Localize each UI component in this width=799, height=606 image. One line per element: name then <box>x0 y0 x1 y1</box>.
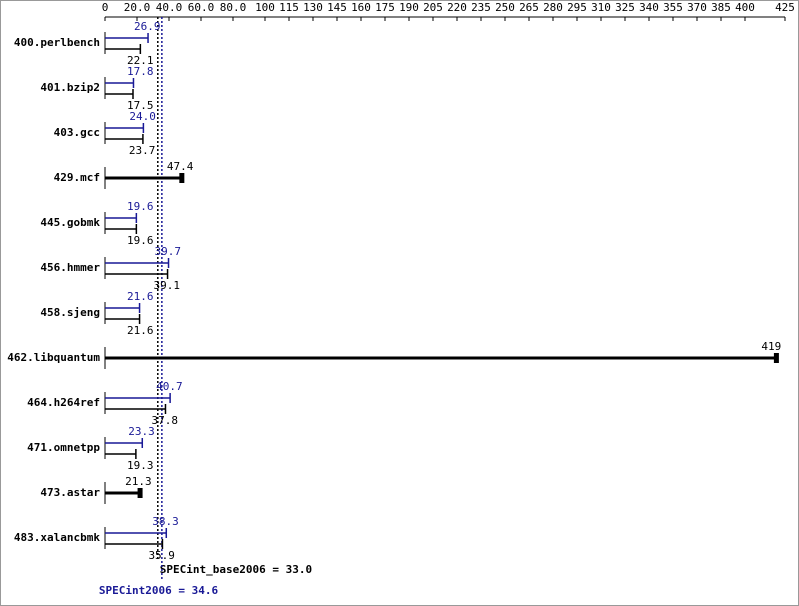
bar <box>105 314 141 324</box>
value-label: 21.6 <box>127 290 154 303</box>
x-tick-label: 100 <box>255 1 275 14</box>
category-label: 429.mcf <box>54 171 100 184</box>
x-tick-label: 80.0 <box>220 1 247 14</box>
bar <box>105 269 169 279</box>
category-label: 462.libquantum <box>7 351 100 364</box>
value-label: 19.3 <box>127 459 154 472</box>
x-tick-label: 355 <box>663 1 683 14</box>
bar <box>105 393 171 403</box>
x-tick-label: 425 <box>775 1 795 14</box>
x-tick-label: 115 <box>279 1 299 14</box>
x-tick-label: 145 <box>327 1 347 14</box>
x-tick-label: 220 <box>447 1 467 14</box>
value-label: 37.8 <box>151 414 178 427</box>
x-tick-label: 205 <box>423 1 443 14</box>
value-label: 21.6 <box>127 324 154 337</box>
bar <box>105 224 138 234</box>
x-tick-label: 40.0 <box>156 1 183 14</box>
value-label: 26.9 <box>134 20 161 33</box>
bar <box>105 404 167 414</box>
x-tick-label: 295 <box>567 1 587 14</box>
category-label: 400.perlbench <box>14 36 100 49</box>
value-label: 17.5 <box>127 99 154 112</box>
bar <box>105 258 170 268</box>
category-label: 445.gobmk <box>40 216 100 229</box>
value-label: 24.0 <box>129 110 156 123</box>
bar <box>105 449 137 459</box>
category-label: 464.h264ref <box>27 396 100 409</box>
value-label: 40.7 <box>156 380 183 393</box>
value-label: 21.3 <box>125 475 152 488</box>
x-tick-label: 340 <box>639 1 659 14</box>
x-tick-label: 190 <box>399 1 419 14</box>
x-tick-label: 385 <box>711 1 731 14</box>
x-tick-label: 310 <box>591 1 611 14</box>
bar <box>105 89 134 99</box>
value-label: 22.1 <box>127 54 154 67</box>
bar <box>105 303 141 313</box>
x-tick-label: 0 <box>102 1 109 14</box>
bar <box>105 123 145 133</box>
bar <box>105 488 143 498</box>
bar <box>105 78 135 88</box>
bar <box>105 33 149 43</box>
value-label: 19.6 <box>127 234 154 247</box>
bar <box>105 44 142 54</box>
category-label: 473.astar <box>40 486 100 499</box>
x-tick-label: 325 <box>615 1 635 14</box>
x-tick-label: 130 <box>303 1 323 14</box>
category-label: 401.bzip2 <box>40 81 100 94</box>
bar <box>105 213 138 223</box>
value-label: 23.3 <box>128 425 155 438</box>
category-label: 483.xalancbmk <box>14 531 100 544</box>
category-label: 456.hmmer <box>40 261 100 274</box>
x-tick-label: 60.0 <box>188 1 215 14</box>
x-tick-label: 160 <box>351 1 371 14</box>
bar <box>105 528 168 538</box>
bar <box>105 134 144 144</box>
value-label: 23.7 <box>129 144 156 157</box>
x-tick-label: 265 <box>519 1 539 14</box>
value-label: 39.1 <box>154 279 181 292</box>
x-tick-label: 20.0 <box>124 1 151 14</box>
reference-label: SPECint_base2006 = 33.0 <box>160 563 312 576</box>
value-label: 419 <box>761 340 781 353</box>
x-tick-label: 250 <box>495 1 515 14</box>
bar <box>105 353 779 363</box>
category-label: 458.sjeng <box>40 306 100 319</box>
value-label: 35.9 <box>148 549 175 562</box>
x-tick-label: 235 <box>471 1 491 14</box>
value-label: 17.8 <box>127 65 154 78</box>
category-label: 403.gcc <box>54 126 100 139</box>
value-label: 47.4 <box>167 160 194 173</box>
bar <box>105 173 185 183</box>
x-tick-label: 370 <box>687 1 707 14</box>
x-tick-label: 175 <box>375 1 395 14</box>
value-label: 39.7 <box>155 245 182 258</box>
bar <box>105 539 164 549</box>
bar <box>105 438 144 448</box>
x-tick-label: 280 <box>543 1 563 14</box>
reference-label: SPECint2006 = 34.6 <box>99 584 219 597</box>
value-label: 19.6 <box>127 200 154 213</box>
value-label: 38.3 <box>152 515 179 528</box>
category-label: 471.omnetpp <box>27 441 100 454</box>
x-tick-label: 400 <box>735 1 755 14</box>
